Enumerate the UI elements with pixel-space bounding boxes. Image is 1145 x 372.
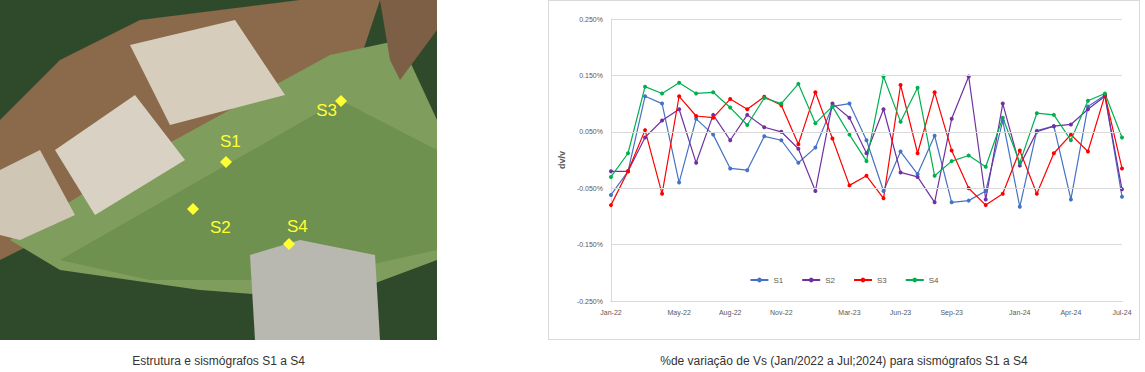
svg-text:-0.050%: -0.050% xyxy=(577,185,603,192)
svg-text:dv/v: dv/v xyxy=(557,151,567,169)
svg-text:S4: S4 xyxy=(287,217,308,236)
svg-text:Jul-24: Jul-24 xyxy=(1112,309,1131,316)
svg-text:Sep-23: Sep-23 xyxy=(940,309,963,317)
svg-text:-0.150%: -0.150% xyxy=(577,241,603,248)
svg-text:Jan-24: Jan-24 xyxy=(1009,309,1031,316)
svg-text:0.050%: 0.050% xyxy=(579,128,603,135)
svg-text:S2: S2 xyxy=(825,276,835,285)
svg-text:S2: S2 xyxy=(210,218,231,237)
svg-text:Aug-22: Aug-22 xyxy=(719,309,742,317)
svg-text:S1: S1 xyxy=(773,276,783,285)
svg-text:S3: S3 xyxy=(316,101,337,120)
svg-text:May-22: May-22 xyxy=(667,309,690,317)
svg-text:S4: S4 xyxy=(929,276,939,285)
svg-text:S1: S1 xyxy=(220,132,241,151)
svg-text:Mar-23: Mar-23 xyxy=(838,309,860,316)
svg-text:Nov-22: Nov-22 xyxy=(770,309,793,316)
svg-text:S3: S3 xyxy=(877,276,887,285)
html-text:Estrutura e sismógrafos S1 a S: Estrutura e sismógrafos S1 a S4 xyxy=(132,354,305,368)
svg-text:Apr-24: Apr-24 xyxy=(1060,309,1081,317)
svg-text:0.150%: 0.150% xyxy=(579,72,603,79)
svg-text:Jan-22: Jan-22 xyxy=(600,309,622,316)
html-text:%de variação de Vs (Jan/2022 a: %de variação de Vs (Jan/2022 a Jul;2024)… xyxy=(660,354,1028,368)
svg-text:Jun-23: Jun-23 xyxy=(890,309,912,316)
svg-text:-0.250%: -0.250% xyxy=(577,298,603,305)
svg-text:0.250%: 0.250% xyxy=(579,16,603,23)
